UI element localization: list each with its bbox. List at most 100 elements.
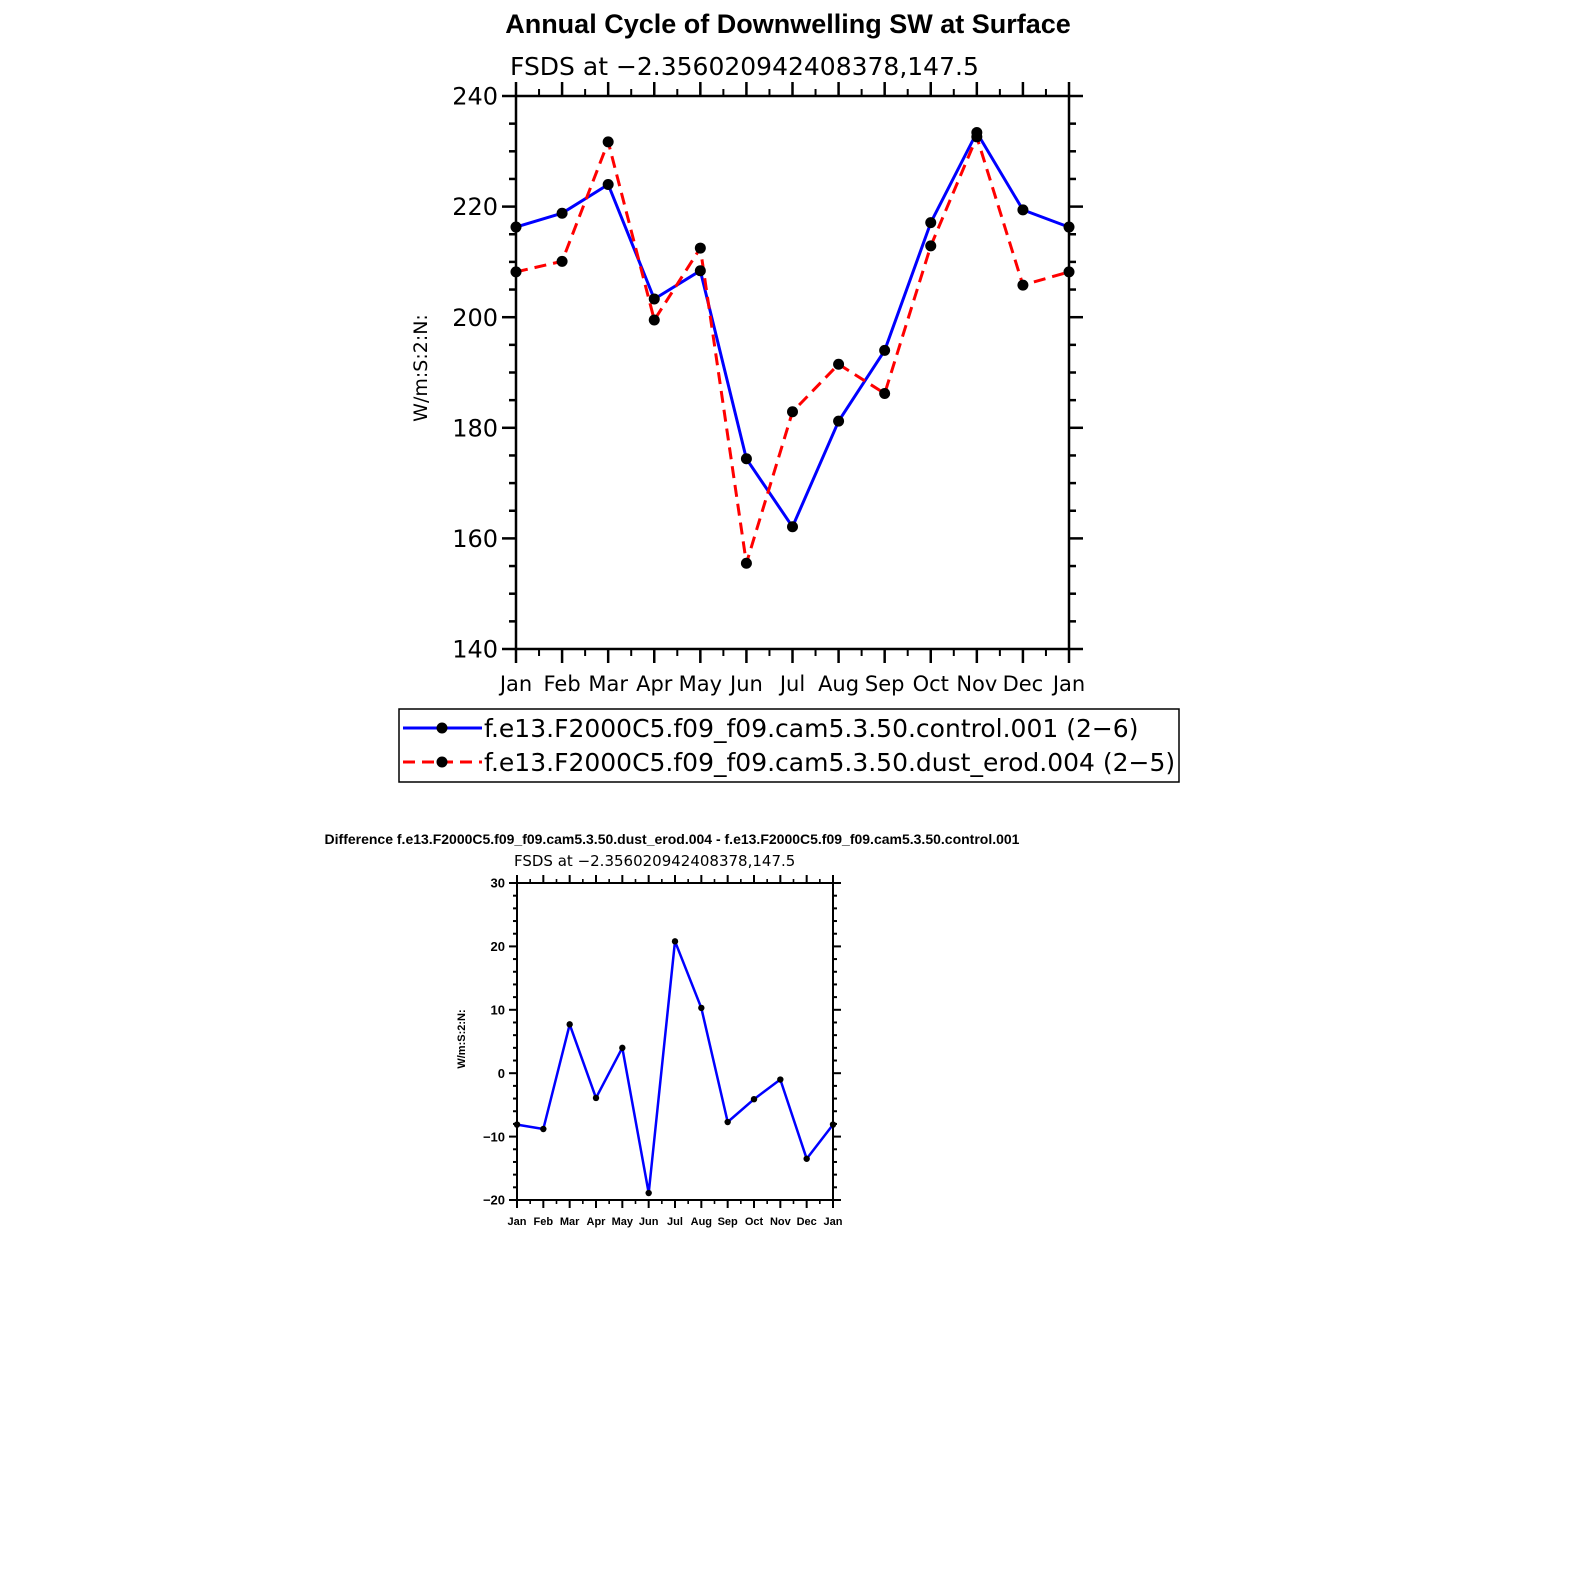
data-point-0	[879, 344, 891, 356]
x-tick-label: Jul	[667, 1216, 683, 1228]
legend-entry-control: f.e13.F2000C5.f09_f09.cam5.3.50.control.…	[403, 714, 1138, 743]
y-tick-label: 200	[452, 304, 498, 332]
y-tick-label: 20	[491, 939, 505, 954]
x-tick-label: Aug	[818, 672, 859, 696]
data-point-0	[566, 1021, 573, 1028]
x-tick-label: Feb	[534, 1216, 554, 1228]
chart-subtitle: FSDS at −2.356020942408378,147.5	[510, 52, 979, 81]
data-point-1	[1017, 279, 1029, 291]
x-tick-labels: Jan Feb Mar Apr May Jun Jul Aug Sep Oct Nov Dec Jan	[508, 1216, 843, 1228]
data-point-0	[724, 1118, 731, 1126]
data-point-0	[513, 1121, 521, 1128]
y-tick-label: 180	[452, 414, 498, 442]
data-point-1	[833, 358, 845, 370]
chart-title: Annual Cycle of Downwelling SW at Surfac…	[505, 9, 1071, 39]
legend-marker-dust-erod	[436, 756, 448, 768]
x-tick-label: Nov	[770, 1216, 792, 1228]
x-tick-label: Jan	[824, 1216, 843, 1228]
x-tick-label: May	[612, 1216, 634, 1228]
data-point-0	[1063, 221, 1075, 233]
x-tick-label: May	[679, 672, 722, 696]
x-tick-label: Jun	[728, 672, 763, 696]
data-point-0	[645, 1189, 652, 1197]
data-point-0	[803, 1155, 810, 1162]
data-point-1	[971, 131, 983, 143]
y-tick-labels: −20 −10 0 10 20 30	[483, 876, 505, 1208]
x-tick-label: Apr	[587, 1216, 607, 1228]
y-tick-label: 30	[491, 876, 505, 891]
data-point-0	[777, 1076, 784, 1083]
axes	[509, 875, 841, 1208]
data-point-0	[829, 1121, 837, 1128]
data-point-1	[648, 314, 660, 326]
axes	[502, 82, 1083, 663]
x-tick-label: Jan	[1051, 672, 1085, 696]
annual-cycle-chart: Annual Cycle of Downwelling SW at Surfac…	[398, 9, 1180, 783]
y-axis-label: W/m:S:2:N:	[456, 1009, 468, 1068]
x-tick-label: Nov	[956, 672, 997, 696]
data-point-0	[540, 1125, 547, 1133]
legend-marker-control	[436, 722, 448, 734]
legend-label-dust-erod: f.e13.F2000C5.f09_f09.cam5.3.50.dust_ero…	[484, 748, 1175, 777]
data-point-1	[879, 388, 891, 400]
x-tick-label: Apr	[636, 672, 673, 696]
data-point-1	[556, 255, 568, 267]
data-point-0	[833, 415, 845, 427]
data-point-0	[925, 217, 937, 229]
y-tick-label: 0	[498, 1066, 505, 1081]
y-tick-labels: 140 160 180 200 220 240	[452, 83, 498, 664]
x-tick-labels: Jan Feb Mar Apr May Jun Jul Aug Sep Oct Nov Dec Jan	[498, 672, 1085, 696]
legend-box	[398, 708, 1180, 783]
legend-label-control: f.e13.F2000C5.f09_f09.cam5.3.50.control.…	[484, 714, 1138, 743]
x-tick-label: Dec	[797, 1216, 817, 1228]
data-point-0	[698, 1004, 705, 1012]
y-tick-label: 160	[452, 525, 498, 553]
x-tick-label: Jun	[639, 1216, 659, 1228]
x-tick-label: Oct	[745, 1216, 764, 1228]
difference-chart: Difference f.e13.F2000C5.f09_f09.cam5.3.…	[325, 831, 1020, 1228]
data-point-0	[787, 521, 798, 533]
data-point-1	[694, 242, 706, 254]
x-tick-label: Jul	[778, 672, 805, 696]
y-tick-label: 220	[452, 193, 498, 221]
data-point-1	[925, 240, 937, 252]
x-tick-label: Aug	[691, 1216, 712, 1228]
data-point-1	[1063, 266, 1075, 278]
data-point-1	[602, 136, 614, 148]
y-tick-label: −10	[483, 1129, 505, 1144]
y-tick-label: 10	[491, 1002, 505, 1017]
y-axis-label: W/m:S:2:N:	[410, 314, 432, 422]
x-tick-label: Feb	[543, 672, 580, 696]
x-tick-label: Oct	[913, 672, 949, 696]
data-point-0	[510, 221, 522, 233]
x-tick-label: Sep	[718, 1216, 738, 1228]
data-point-0	[592, 1094, 600, 1102]
data-point-1	[740, 557, 752, 569]
legend: f.e13.F2000C5.f09_f09.cam5.3.50.control.…	[398, 708, 1180, 783]
chart-title: Difference f.e13.F2000C5.f09_f09.cam5.3.…	[325, 831, 1020, 847]
chart-subtitle: FSDS at −2.356020942408378,147.5	[514, 852, 795, 870]
data-points	[513, 938, 837, 1197]
y-tick-label: −20	[483, 1193, 505, 1208]
x-tick-label: Sep	[865, 672, 905, 696]
legend-entry-dust-erod: f.e13.F2000C5.f09_f09.cam5.3.50.dust_ero…	[403, 748, 1175, 777]
data-point-0	[694, 265, 706, 277]
data-point-0	[740, 453, 752, 465]
data-points	[510, 126, 1075, 569]
data-point-0	[1017, 204, 1029, 216]
data-point-0	[648, 293, 660, 305]
data-point-0	[556, 207, 568, 219]
x-tick-label: Jan	[498, 672, 532, 696]
data-point-1	[787, 406, 798, 418]
data-point-0	[602, 178, 614, 190]
x-tick-label: Jan	[508, 1216, 527, 1228]
x-tick-label: Dec	[1003, 672, 1044, 696]
data-point-0	[671, 938, 679, 945]
data-point-0	[750, 1095, 758, 1103]
data-point-0	[619, 1044, 626, 1052]
y-tick-label: 140	[452, 636, 498, 664]
x-tick-label: Mar	[560, 1216, 580, 1228]
y-tick-label: 240	[452, 83, 498, 111]
x-tick-label: Mar	[588, 672, 628, 696]
